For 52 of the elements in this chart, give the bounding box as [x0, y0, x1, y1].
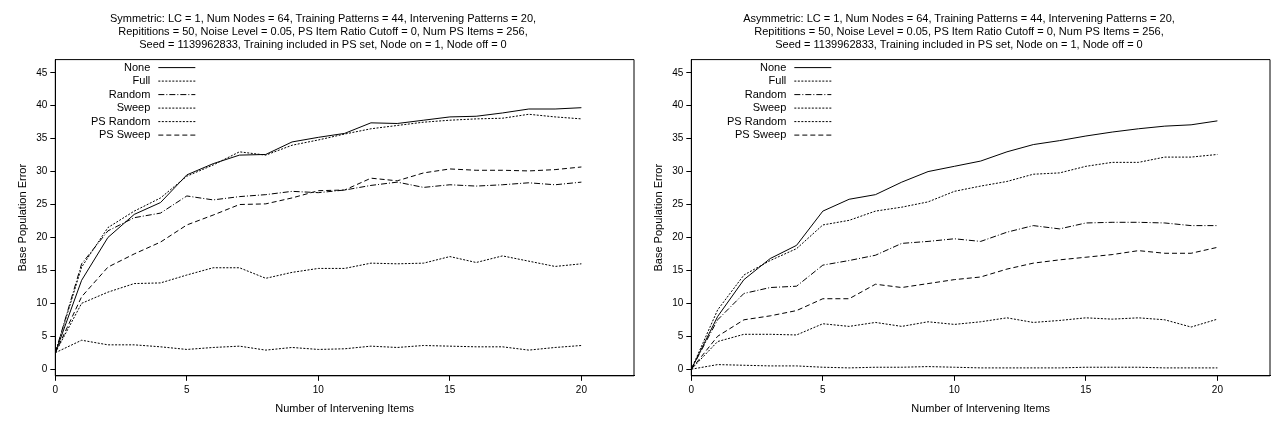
y-tick-label: 45 [36, 66, 48, 78]
y-tick-label: 15 [672, 264, 684, 276]
y-tick-label: 0 [41, 362, 48, 374]
text: Seed = 1139962833, Training included in PS set, Node on = 1, Node off = 0 [139, 38, 507, 51]
y-tick-label: 10 [36, 297, 48, 309]
y-tick-label: 0 [677, 362, 684, 374]
y-tick-label: 35 [672, 132, 684, 144]
y-tick-label: 35 [36, 132, 48, 144]
x-tick-label: 0 [52, 383, 59, 395]
legend-label: PS Sweep [98, 128, 151, 141]
y-tick-label: 10 [672, 297, 684, 309]
legend-label: Full [132, 74, 151, 87]
x-tick-label: 5 [184, 383, 191, 395]
y-tick-label: 45 [672, 66, 684, 78]
y-tick-label: 40 [36, 99, 48, 111]
y-axis-title: Base Population Error [15, 163, 28, 272]
y-tick-label: 30 [36, 165, 48, 177]
y-tick-label: 25 [672, 198, 684, 210]
x-axis-title: Number of Intervening Items [275, 402, 415, 415]
x-axis-title: Number of Intervening Items [911, 402, 1051, 415]
x-tick-label: 10 [948, 383, 961, 395]
y-axis-title: Base Population Error [651, 163, 664, 272]
text: Symmetric: LC = 1, Num Nodes = 64, Training Patterns = 44, Intervening Patterns = 20, [109, 11, 537, 24]
text: Repititions = 50, Noise Level = 0.05, PS Item Ratio Cutoff = 0, Num PS Items = 256, [754, 24, 1164, 37]
x-tick-label: 0 [688, 383, 695, 395]
legend-label: Full [768, 74, 787, 87]
y-tick-label: 15 [36, 264, 48, 276]
legend-label: PS Sweep [734, 128, 787, 141]
text: Asymmetric: LC = 1, Num Nodes = 64, Training Patterns = 44, Intervening Patterns = 20, [743, 11, 1175, 24]
y-tick-label: 40 [672, 99, 684, 111]
y-tick-label: 30 [672, 165, 684, 177]
y-tick-label: 5 [677, 330, 684, 342]
x-tick-label: 5 [820, 383, 827, 395]
legend-label: PS Random [91, 114, 151, 127]
y-tick-label: 20 [672, 231, 684, 243]
legend-label: Random [744, 87, 787, 100]
x-tick-label: 15 [1080, 383, 1092, 395]
legend-label: PS Random [727, 114, 787, 127]
y-tick-label: 5 [41, 330, 48, 342]
legend-label: None [760, 60, 787, 73]
legend-label: Random [108, 87, 151, 100]
x-tick-label: 20 [575, 383, 588, 395]
x-tick-label: 10 [312, 383, 325, 395]
y-tick-label: 20 [36, 231, 48, 243]
y-tick-label: 25 [36, 198, 48, 210]
legend-label: Sweep [116, 101, 151, 114]
text: Seed = 1139962833, Training included in PS set, Node on = 1, Node off = 0 [775, 38, 1143, 51]
legend-label: Sweep [752, 101, 787, 114]
legend-label: None [124, 60, 151, 73]
text: Repititions = 50, Noise Level = 0.05, PS Item Ratio Cutoff = 0, Num PS Items = 256, [118, 24, 528, 37]
x-tick-label: 15 [444, 383, 456, 395]
x-tick-label: 20 [1211, 383, 1224, 395]
